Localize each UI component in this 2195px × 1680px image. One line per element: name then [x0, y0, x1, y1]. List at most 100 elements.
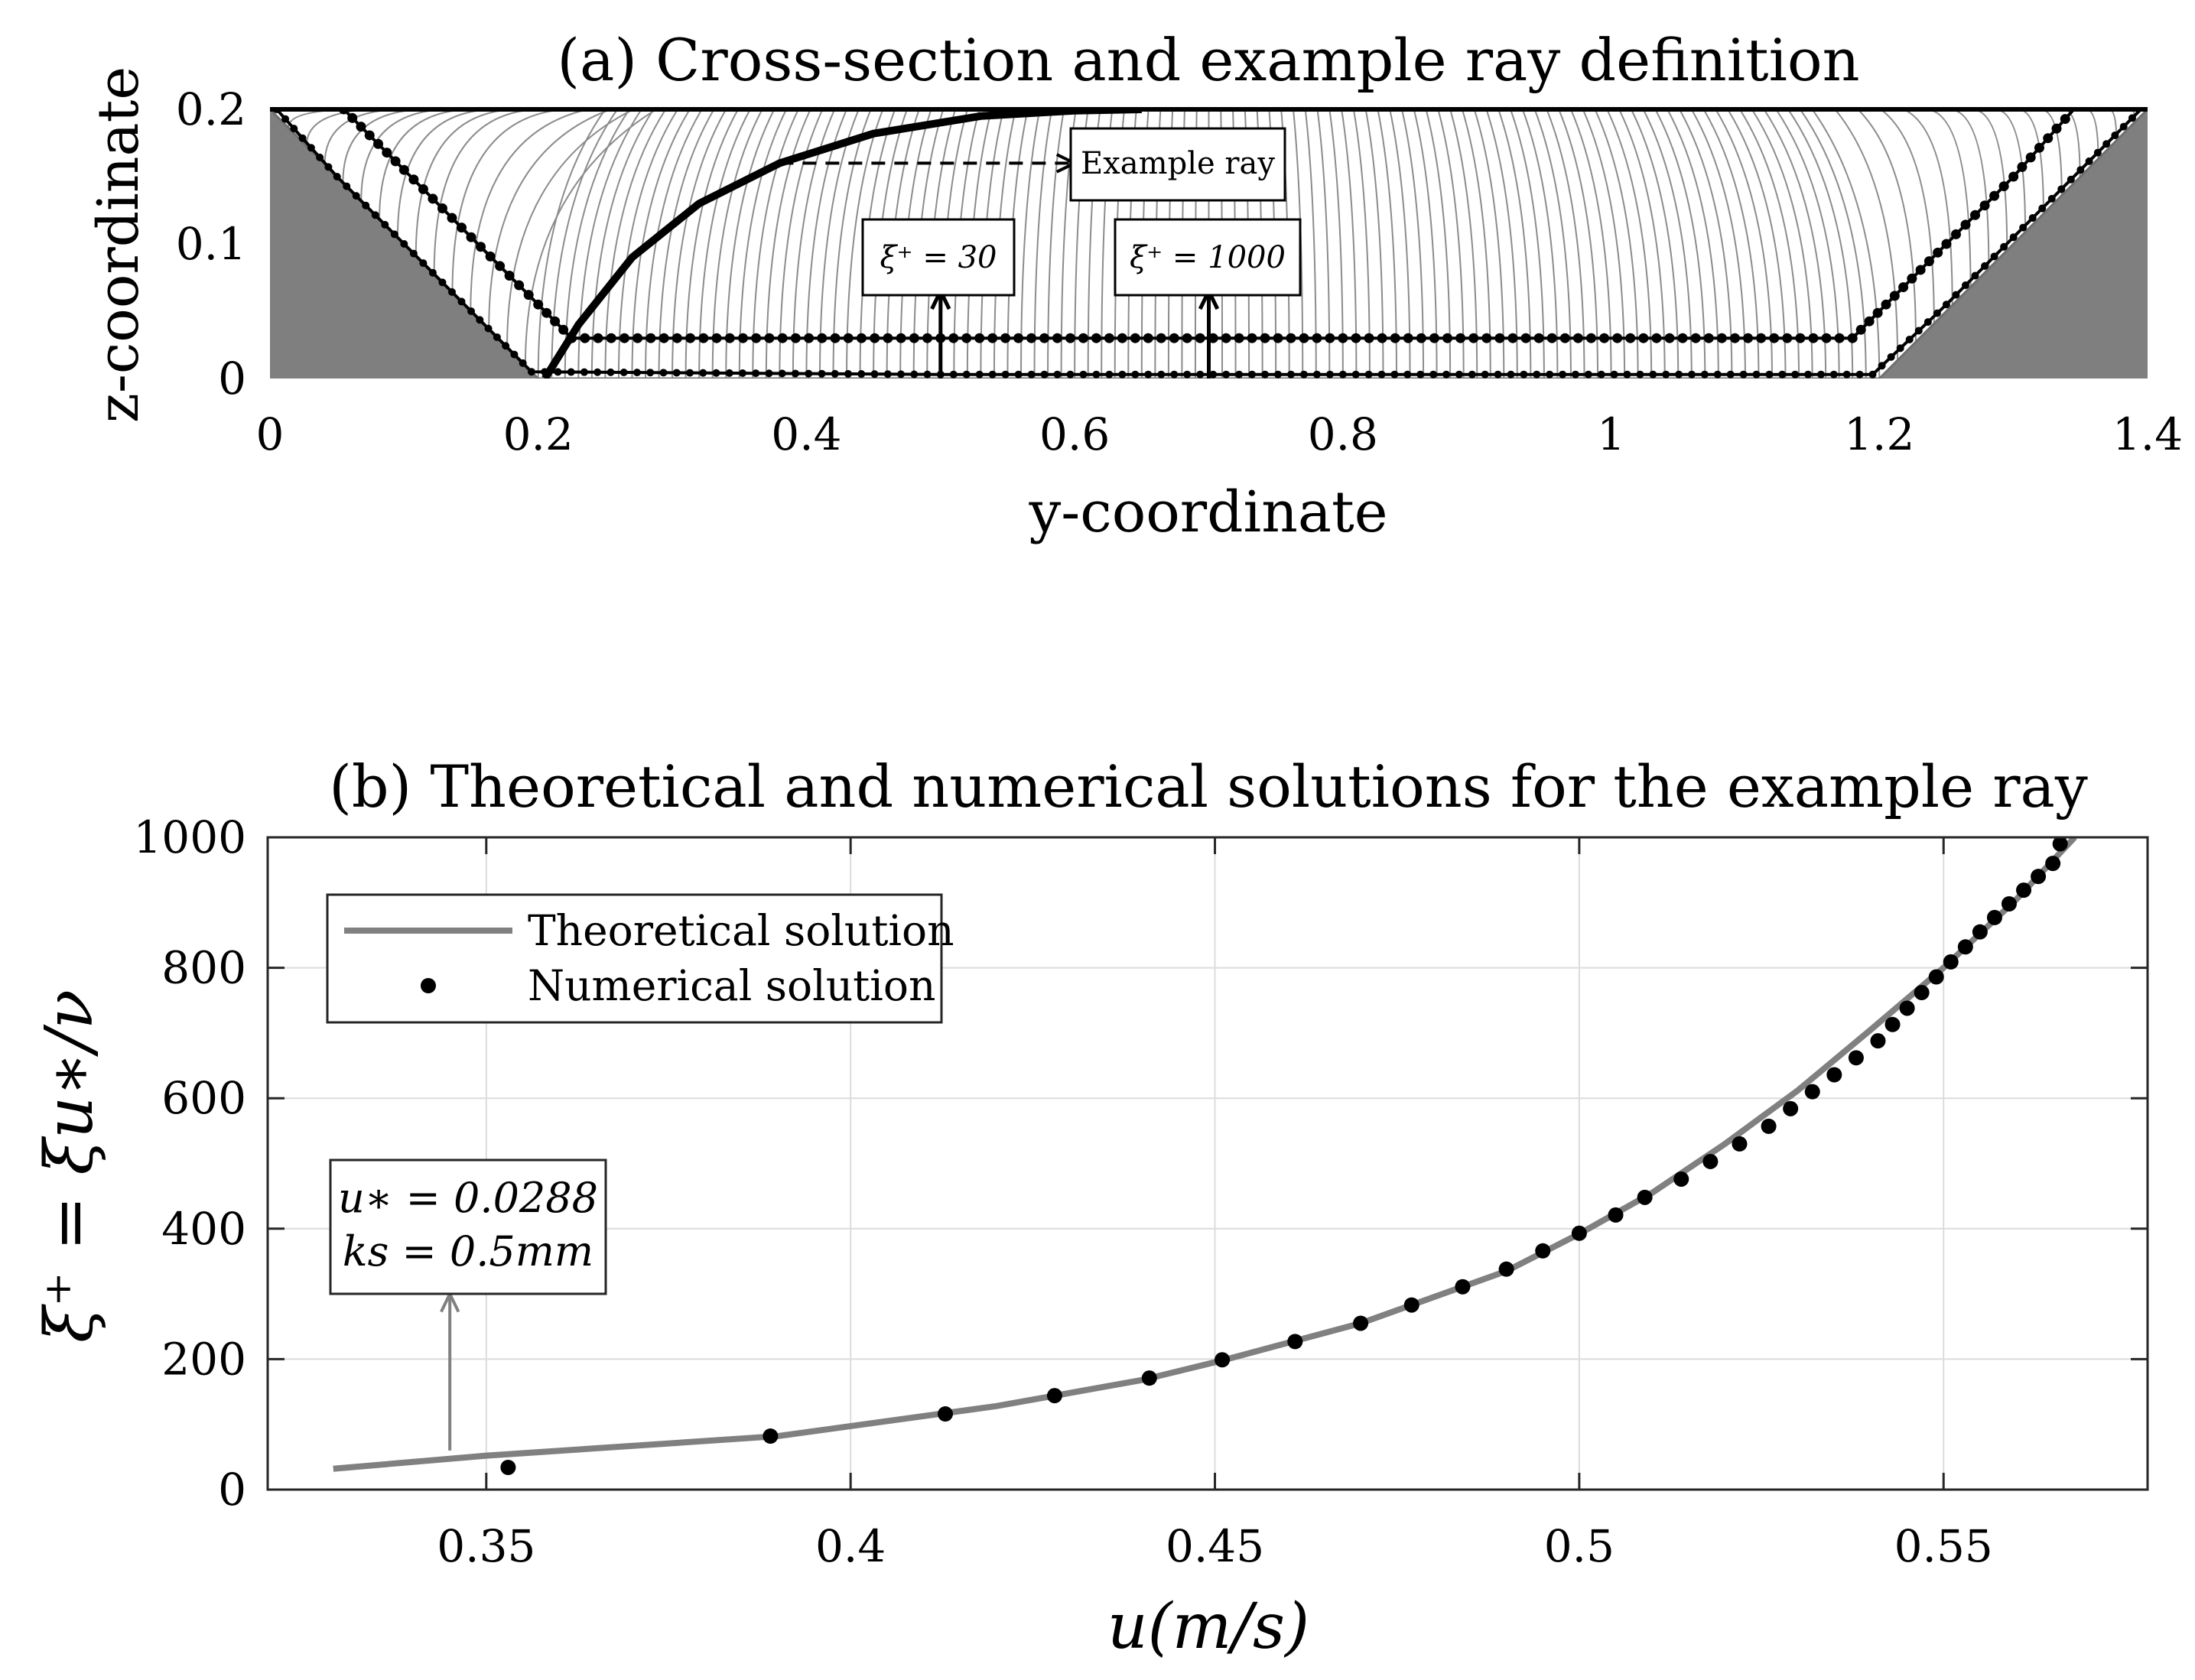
contour-bed-point-51: [831, 369, 839, 378]
contour-30-point-66: [1104, 333, 1114, 343]
contour-30-point-58: [1000, 333, 1011, 343]
numerical-solution-point-24: [1884, 1016, 1901, 1032]
ray-line-28: [711, 109, 763, 379]
ray-line-107: [1715, 109, 1773, 379]
x-tick-label-b-1: 0.4: [815, 1520, 886, 1572]
contour-30-point-132: [1923, 256, 1934, 267]
contour-bed-point-105: [1533, 370, 1541, 379]
contour-30-point-82: [1312, 333, 1322, 343]
contour-bed-point-153: [2076, 166, 2085, 174]
contour-30-point-50: [896, 333, 906, 343]
panel-b: (b) Theoretical and numerical solutions …: [31, 752, 2149, 1663]
panel-b-frame: [266, 836, 2149, 1491]
contour-30-point-133: [1933, 247, 1943, 258]
contour-30-point-55: [961, 333, 972, 343]
contour-30-point-145: [2043, 133, 2054, 144]
contour-30-point-97: [1507, 333, 1518, 343]
contour-bed-point-145: [2000, 242, 2008, 251]
ray-line-121: [1949, 109, 1990, 269]
contour-bed-point-144: [1990, 252, 1998, 261]
contour-bed-point-82: [1235, 370, 1244, 379]
contour-bed-point-29: [541, 368, 549, 376]
contour-bed-point-88: [1312, 370, 1321, 379]
y-tick-label-b-5: 1000: [133, 811, 246, 863]
contour-30-point-123: [1847, 333, 1858, 343]
contour-bed-point-120: [1726, 370, 1735, 379]
contour-bed-point-13: [390, 230, 398, 239]
numerical-solution-point-6: [1287, 1334, 1303, 1350]
contour-bed-point-152: [2067, 175, 2075, 184]
contour-bed-point-136: [1914, 327, 1923, 335]
ray-line-122: [1972, 109, 2008, 251]
numerical-solution-point-32: [2001, 896, 2017, 912]
contour-30-point-114: [1729, 333, 1740, 343]
numerical-solution-point-17: [1732, 1136, 1748, 1152]
contour-30-point-42: [790, 333, 801, 343]
numerical-solution-point-21: [1826, 1067, 1842, 1083]
numerical-solution-point-5: [1215, 1352, 1231, 1368]
numerical-solution-point-12: [1571, 1225, 1587, 1241]
contour-30-point-89: [1403, 333, 1413, 343]
contour-bed-point-148: [2028, 214, 2037, 223]
legend-box: [326, 893, 943, 1024]
contour-bed-point-87: [1299, 370, 1308, 379]
contour-30-point-118: [1782, 333, 1793, 343]
panel-a-series: [272, 109, 2142, 379]
contour-bed-point-61: [962, 370, 971, 379]
contour-30-point-129: [1898, 282, 1909, 293]
contour-30-point-71: [1169, 333, 1179, 343]
x-tick-label-a-2: 0.4: [771, 408, 841, 460]
contour-bed-point-109: [1584, 370, 1592, 379]
contour-30-point-3: [364, 130, 375, 141]
contour-30-point-46: [843, 333, 854, 343]
contour-30-point-108: [1651, 333, 1662, 343]
contour-bed-point-30: [554, 368, 562, 376]
contour-bed-point-19: [447, 288, 456, 296]
ray-line-114: [1799, 109, 1867, 379]
panel-b-y-label: ξ⁺ = ξu∗/ν: [31, 989, 108, 1343]
contour-30-point-2: [356, 122, 366, 132]
contour-30-point-21: [533, 299, 544, 310]
contour-30-point-70: [1156, 333, 1166, 343]
contour-bed-point-36: [632, 369, 641, 377]
contour-30-point-63: [1065, 333, 1075, 343]
contour-30-point-52: [922, 333, 933, 343]
contour-30-point-14: [466, 232, 476, 242]
contour-30-point-75: [1221, 333, 1231, 343]
contour-bed-point-143: [1981, 262, 1989, 270]
ray-line-110: [1751, 109, 1813, 379]
ray-line-25: [672, 109, 727, 379]
contour-bed-point-15: [409, 249, 418, 258]
contour-30-point-105: [1612, 333, 1623, 343]
panel-b-x-label: u(m/s): [1107, 1591, 1309, 1663]
contour-bed-point-97: [1429, 370, 1438, 379]
ray-line-97: [1594, 109, 1639, 379]
contour-30-point-27: [593, 333, 603, 343]
contour-bed-point-125: [1791, 370, 1800, 379]
ray-line-21: [617, 109, 678, 379]
contour-bed-point-118: [1700, 370, 1709, 379]
ray-line-16: [551, 109, 618, 379]
contour-30-point-7: [398, 164, 409, 175]
xi30-box: [861, 218, 1016, 297]
numerical-solution-point-31: [1986, 909, 2002, 925]
contour-30-point-83: [1325, 333, 1335, 343]
x-tick-label-a-3: 0.6: [1039, 408, 1110, 460]
numerical-solution-point-4: [1141, 1370, 1157, 1386]
contour-bed-point-93: [1377, 370, 1386, 379]
ray-line-116: [1834, 109, 1899, 361]
contour-30-point-101: [1559, 333, 1570, 343]
contour-bed-point-94: [1390, 370, 1399, 379]
contour-30-point-81: [1299, 333, 1309, 343]
contour-bed-point-132: [1878, 362, 1886, 370]
contour-bed-point-76: [1157, 370, 1166, 379]
contour-30-point-30: [632, 333, 643, 343]
numerical-solution-point-29: [1957, 939, 1973, 955]
contour-bed-point-63: [988, 370, 997, 379]
x-tick-label-a-4: 0.8: [1308, 408, 1378, 460]
contour-bed-point-6: [324, 163, 333, 171]
legend-numerical-swatch: [421, 978, 436, 993]
panel-a-title: (a) Cross-section and example ray defini…: [557, 26, 1859, 94]
contour-30-point-137: [1970, 210, 1981, 220]
contour-bed-point-44: [738, 369, 746, 378]
